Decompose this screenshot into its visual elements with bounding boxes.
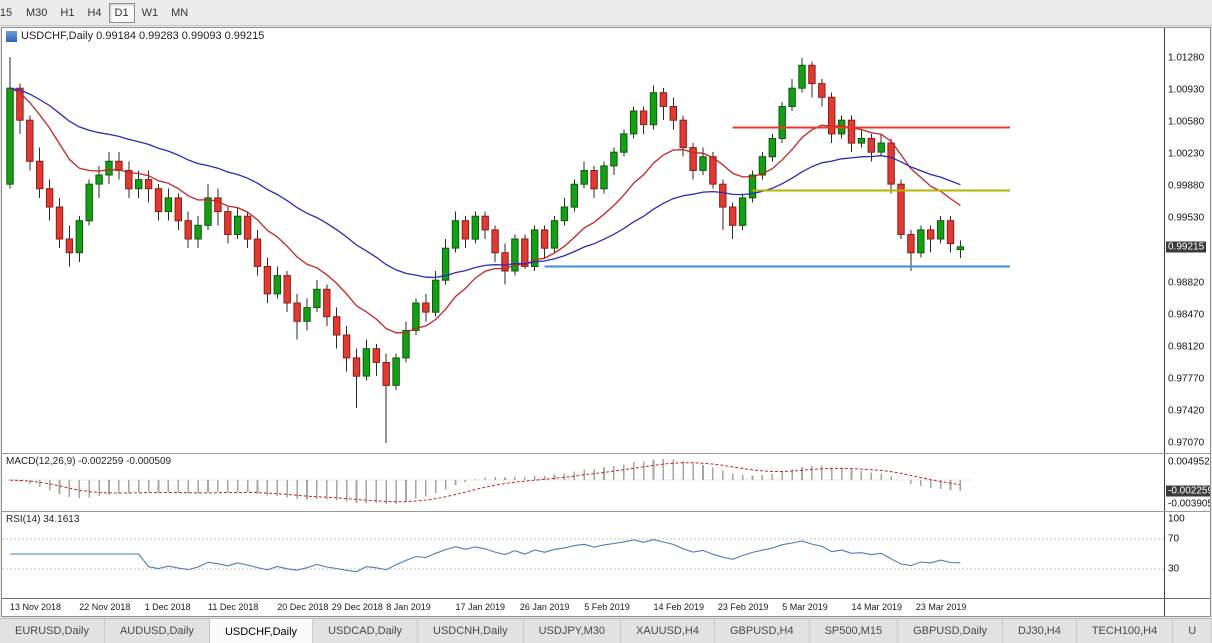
timeframe-button-H4[interactable]: H4 (81, 2, 108, 23)
price-axis-label: 0.98820 (1168, 277, 1205, 289)
timeframe-button-15[interactable]: 15 (0, 2, 19, 23)
chart-tab-GBPUSD-H4[interactable]: GBPUSD,H4 (715, 619, 810, 643)
chart-tab-EURUSD-Daily[interactable]: EURUSD,Daily (0, 619, 105, 643)
date-axis-label: 29 Dec 2018 (331, 602, 383, 612)
date-axis-label: 14 Mar 2019 (851, 602, 903, 612)
chart-tab-USDCAD-Daily[interactable]: USDCAD,Daily (313, 619, 419, 643)
main-price-pane: USDCHF,Daily 0.99184 0.99283 0.99093 0.9… (2, 28, 1210, 454)
price-axis-label: 1.01280 (1168, 52, 1205, 64)
chart-tab-SP500-M15[interactable]: SP500,M15 (809, 619, 899, 643)
chart-tab-USDCNH-Daily[interactable]: USDCNH,Daily (418, 619, 524, 643)
price-axis-label: 0.99880 (1168, 180, 1205, 192)
date-axis-label: 20 Dec 2018 (277, 602, 329, 612)
date-axis-label: 17 Jan 2019 (455, 602, 506, 612)
date-axis-label: 23 Mar 2019 (915, 602, 967, 612)
price-axis: 1.01280 1.00930 1.00580 1.00230 0.99880 0.995… (1164, 28, 1210, 453)
chart-tab-U[interactable]: U (1173, 619, 1212, 643)
chart-tab-bar: EURUSD,Daily AUDUSD,Daily USDCHF,Daily USDC… (0, 618, 1212, 643)
date-axis-label: 23 Feb 2019 (717, 602, 769, 612)
price-axis-label: 0.97420 (1168, 405, 1205, 417)
macd-axis-label: -0.003905 (1168, 498, 1210, 510)
price-axis-label: 0.97070 (1168, 437, 1205, 449)
date-axis-row: 13 Nov 2018 22 Nov 2018 1 Dec 2018 11 Dec 2… (2, 599, 1210, 616)
date-axis-label: 1 Dec 2018 (144, 602, 191, 612)
chart-icon (6, 30, 17, 42)
chart-tab-DJ30-H4[interactable]: DJ30,H4 (1003, 619, 1077, 643)
rsi-pane: RSI(14) 34.1613 100 70 30 (2, 512, 1210, 599)
timeframe-button-W1[interactable]: W1 (135, 2, 165, 23)
rsi-legend: RSI(14) 34.1613 (6, 514, 80, 525)
chart-legend: USDCHF,Daily 0.99184 0.99283 0.99093 0.9… (6, 30, 264, 42)
price-axis-label: 0.98470 (1168, 309, 1205, 321)
macd-canvas[interactable]: MACD(12,26,9) -0.002259 -0.000509 (2, 454, 1164, 511)
macd-value-badge: -0.002259 (1166, 485, 1210, 496)
timeframe-button-M30[interactable]: M30 (20, 2, 54, 23)
chart-tab-USDCHF-Daily[interactable]: USDCHF,Daily (209, 619, 314, 643)
timeframe-button-D1[interactable]: D1 (108, 2, 135, 23)
chart-tab-GBPUSD-Daily[interactable]: GBPUSD,Daily (898, 619, 1004, 643)
macd-legend: MACD(12,26,9) -0.002259 -0.000509 (6, 456, 172, 467)
chart-window: USDCHF,Daily 0.99184 0.99283 0.99093 0.9… (1, 27, 1211, 617)
price-axis-label: 0.99530 (1168, 212, 1205, 224)
date-axis-label: 11 Dec 2018 (208, 602, 259, 612)
date-axis[interactable]: 13 Nov 2018 22 Nov 2018 1 Dec 2018 11 Dec 2… (2, 599, 1164, 616)
date-axis-label: 14 Feb 2019 (653, 602, 705, 612)
rsi-axis-label: 70 (1168, 533, 1180, 545)
rsi-axis-label: 30 (1168, 563, 1180, 575)
rsi-axis-label: 100 (1168, 513, 1185, 525)
price-chart-canvas[interactable]: USDCHF,Daily 0.99184 0.99283 0.99093 0.9… (2, 28, 1164, 453)
chart-tab-USDJPY-M30[interactable]: USDJPY,M30 (523, 619, 622, 643)
chart-tab-AUDUSD-Daily[interactable]: AUDUSD,Daily (104, 619, 210, 643)
date-axis-label: 22 Nov 2018 (79, 602, 131, 612)
date-axis-label: 13 Nov 2018 (10, 602, 62, 612)
rsi-axis: 100 70 30 (1164, 512, 1210, 598)
date-axis-label: 8 Jan 2019 (386, 602, 431, 612)
price-axis-label: 1.00930 (1168, 84, 1205, 96)
macd-pane: MACD(12,26,9) -0.002259 -0.000509 0.0049… (2, 454, 1210, 512)
price-axis-label: 0.97770 (1168, 373, 1205, 385)
date-axis-label: 26 Jan 2019 (519, 602, 570, 612)
timeframe-button-MN[interactable]: MN (165, 2, 195, 23)
price-axis-label: 0.98120 (1168, 341, 1205, 353)
date-axis-label: 5 Mar 2019 (782, 602, 828, 612)
macd-axis: 0.004952 -0.002259 -0.003905 (1164, 454, 1210, 511)
axis-corner (1164, 599, 1210, 616)
timeframe-toolbar: 15 M30 H1 H4 D1 W1 MN (0, 0, 1212, 26)
date-axis-label: 5 Feb 2019 (584, 602, 630, 612)
macd-axis-label: 0.004952 (1168, 456, 1210, 468)
current-price-badge: 0.99215 (1166, 241, 1207, 253)
chart-tab-TECH100-H4[interactable]: TECH100,H4 (1076, 619, 1174, 643)
price-axis-label: 1.00580 (1168, 116, 1205, 128)
chart-tab-XAUUSD-H4[interactable]: XAUUSD,H4 (621, 619, 715, 643)
rsi-canvas[interactable]: RSI(14) 34.1613 (2, 512, 1164, 598)
timeframe-button-H1[interactable]: H1 (54, 2, 81, 23)
price-axis-label: 1.00230 (1168, 148, 1205, 160)
chart-legend-text: USDCHF,Daily 0.99184 0.99283 0.99093 0.9… (21, 30, 265, 42)
